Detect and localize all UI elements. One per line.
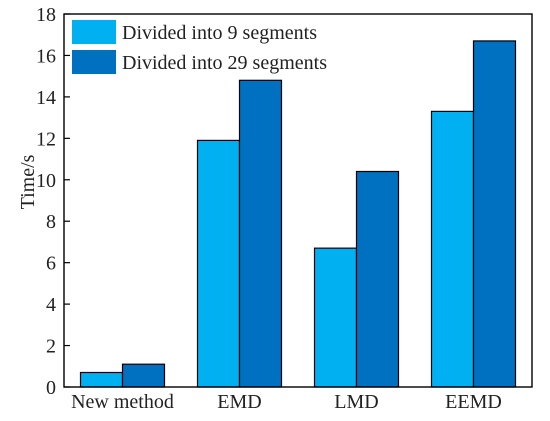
bar-2-4	[472, 40, 517, 388]
y-tick-label: 2	[46, 336, 56, 358]
bar-2-1	[121, 363, 166, 388]
y-tick-label: 18	[36, 4, 56, 26]
y-tick-label: 10	[36, 170, 56, 192]
y-tick-label: 4	[46, 294, 56, 316]
x-ticks-group: New method EMD LMD EEMD	[71, 391, 502, 413]
x-tick-label: EMD	[217, 391, 261, 413]
legend: Divided into 9 segments Divided into 29 s…	[72, 20, 327, 74]
legend-label-1: Divided into 9 segments	[122, 22, 317, 44]
y-tick-label: 12	[36, 128, 56, 150]
axes-group	[63, 13, 533, 388]
legend-swatch-2	[72, 50, 116, 74]
bars-group	[79, 40, 517, 388]
bar-2-3	[355, 170, 400, 388]
bar-1-4	[430, 110, 475, 388]
bar-1-2	[196, 139, 241, 388]
legend-label-2: Divided into 29 segments	[122, 52, 327, 74]
y-tick-label: 6	[46, 253, 56, 275]
y-ticks-group: 0 2 4 6 8 10 12 14 16 18	[36, 4, 70, 399]
y-tick-label: 14	[36, 87, 56, 109]
bar-1-1	[79, 371, 124, 388]
x-tick-label: New method	[71, 391, 174, 413]
y-tick-label: 8	[46, 211, 56, 233]
y-tick-label: 0	[46, 377, 56, 399]
y-tick-label: 16	[36, 45, 56, 67]
bar-2-2	[238, 79, 283, 388]
x-tick-label: LMD	[334, 391, 378, 413]
legend-swatch-1	[72, 20, 116, 44]
bar-1-3	[313, 247, 358, 388]
y-axis-title: Time/s	[17, 154, 39, 209]
plot-frame	[63, 13, 533, 388]
x-tick-label: EEMD	[445, 391, 502, 413]
